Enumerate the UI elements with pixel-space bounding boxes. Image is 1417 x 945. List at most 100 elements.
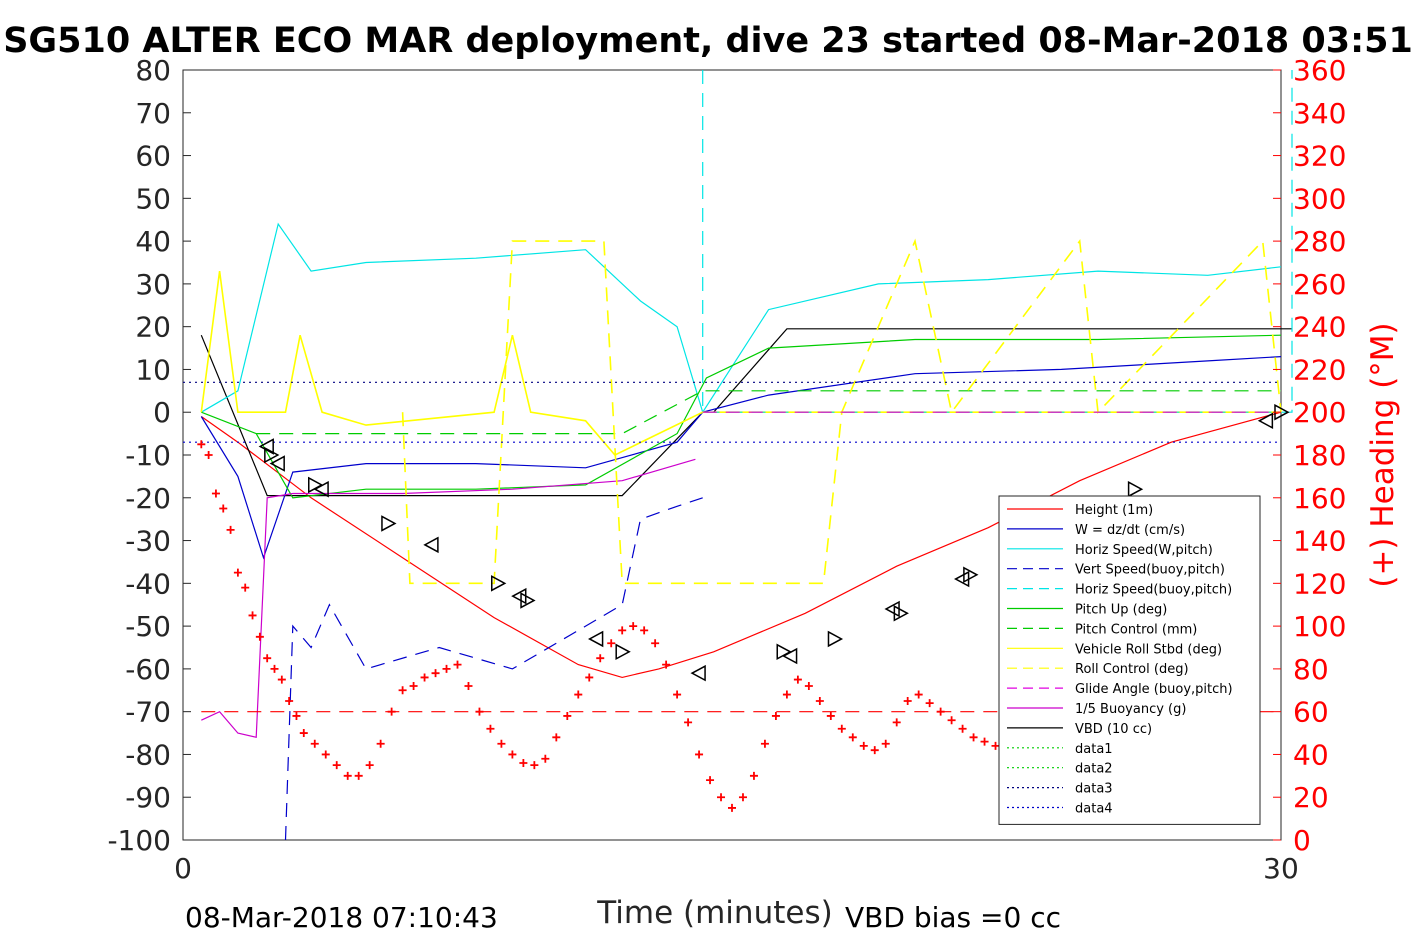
series-line-6 (201, 458, 696, 739)
heading-point (219, 504, 228, 513)
series-line-9 (256, 390, 1281, 435)
heading-point (197, 440, 206, 449)
y-right-tick-label: 0 (1293, 824, 1311, 857)
heading-point (969, 733, 978, 742)
heading-point (826, 711, 835, 720)
right-axis-label: (+) Heading (°M) (1365, 322, 1401, 587)
heading-point (728, 803, 736, 812)
y-tick-label: -50 (125, 610, 171, 643)
heading-point (925, 699, 934, 708)
heading-point (387, 707, 396, 716)
heading-point (530, 761, 539, 770)
heading-point (892, 718, 901, 727)
legend-label: data3 (1075, 782, 1113, 797)
y-tick-label: 20 (135, 311, 171, 344)
y-right-tick-label: 300 (1293, 182, 1346, 215)
timestamp-footer: 08-Mar-2018 07:10:43 (185, 901, 498, 934)
heading-point (398, 686, 407, 695)
heading-point (695, 750, 704, 759)
y-right-tick-label: 40 (1293, 738, 1329, 771)
y-tick-label: 10 (135, 353, 171, 386)
heading-point (651, 639, 660, 648)
legend-label: W = dz/dt (cm/s) (1075, 523, 1185, 538)
heading-point (738, 793, 747, 802)
heading-point (706, 776, 715, 785)
depth-marker (423, 536, 439, 554)
heading-point (226, 525, 235, 534)
heading-point (365, 761, 374, 770)
right-axis: 3603403203002802602402202001801601401201… (1273, 54, 1346, 857)
heading-point (563, 711, 572, 720)
series-line-4 (201, 334, 1282, 499)
y-tick-label: -60 (125, 653, 171, 686)
y-tick-label: 40 (135, 225, 171, 258)
heading-point (804, 682, 813, 690)
vbd-bias-footer: VBD bias =0 cc (845, 901, 1061, 934)
heading-point (760, 739, 769, 748)
heading-point (277, 675, 286, 684)
heading-point (431, 669, 440, 678)
y-tick-label: -20 (125, 482, 171, 515)
heading-point (248, 611, 257, 620)
depth-marker (1257, 412, 1274, 430)
heading-point (859, 741, 868, 750)
heading-point (936, 707, 945, 716)
left-axis: 80 70 60 50 40 30 20 10 0 -10 -20 -30 -40 -50 -60 -70 -8… (107, 54, 191, 857)
y-right-tick-label: 280 (1293, 225, 1346, 258)
heading-point (771, 711, 780, 720)
heading-point (552, 733, 561, 742)
y-right-tick-label: 20 (1293, 781, 1329, 814)
heading-point (343, 771, 352, 780)
y-tick-label: 30 (135, 268, 171, 301)
heading-point (793, 675, 802, 684)
heading-point (870, 746, 879, 755)
y-right-tick-label: 240 (1293, 311, 1346, 344)
heading-point (848, 733, 857, 742)
heading-point (618, 626, 627, 635)
legend-label: Horiz Speed(W,pitch) (1075, 543, 1213, 558)
series-line-10 (401, 238, 1282, 585)
heading-point (233, 568, 242, 577)
depth-marker (520, 592, 536, 609)
heading-point (475, 707, 484, 716)
heading-point (947, 716, 956, 725)
y-tick-label: -70 (125, 696, 171, 729)
heading-point (508, 750, 517, 759)
y-tick-label: -90 (125, 781, 171, 814)
y-tick-label: -80 (125, 738, 171, 771)
heading-point (420, 673, 429, 682)
depth-marker (381, 515, 397, 532)
y-right-tick-label: 180 (1293, 439, 1346, 472)
depth-marker (963, 566, 979, 584)
depth-marker (615, 643, 631, 661)
legend-box (998, 495, 1261, 825)
y-tick-label: 60 (135, 140, 171, 173)
y-right-tick-label: 80 (1293, 653, 1329, 686)
y-right-tick-label: 120 (1293, 567, 1346, 600)
y-tick-label: 0 (153, 396, 171, 429)
legend-label: data4 (1075, 802, 1113, 817)
depth-marker (690, 664, 706, 682)
heading-point (640, 626, 649, 635)
legend-label: Vehicle Roll Stbd (deg) (1075, 642, 1222, 657)
heading-point (596, 654, 605, 663)
legend-label: Horiz Speed(buoy,pitch) (1075, 583, 1232, 598)
heading-point (285, 696, 294, 705)
legend-label: Height (1m) (1075, 503, 1153, 518)
legend-label: Glide Angle (buoy,pitch) (1075, 682, 1233, 697)
x-axis: 0 30 (174, 832, 1299, 885)
heading-point (453, 660, 462, 669)
depth-marker (258, 438, 274, 455)
heading-point (914, 690, 923, 699)
heading-point (332, 761, 341, 770)
y-right-tick-label: 320 (1293, 140, 1346, 173)
heading-point (815, 696, 824, 705)
y-tick-label: -30 (125, 525, 171, 558)
y-right-tick-label: 340 (1293, 97, 1346, 130)
y-right-tick-label: 60 (1293, 696, 1329, 729)
heading-point (409, 682, 418, 690)
heading-point (903, 696, 912, 705)
heading-point (376, 739, 385, 748)
heading-point (204, 451, 213, 459)
